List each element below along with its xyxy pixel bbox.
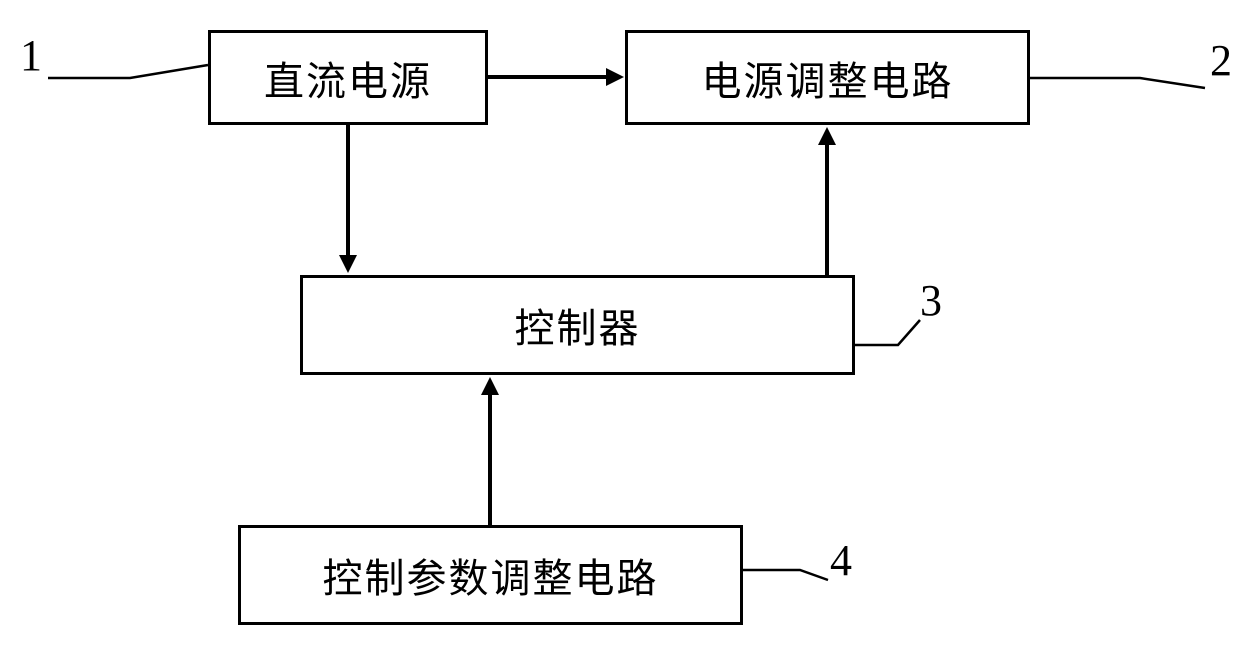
node-control-param-adjust-circuit: 控制参数调整电路 [238,525,743,625]
ref-label-1: 1 [20,30,42,81]
node-power-adjust-circuit: 电源调整电路 [625,30,1030,125]
node-controller: 控制器 [300,275,855,375]
arrow-n4-n3 [488,395,492,525]
node-label: 控制参数调整电路 [323,546,659,604]
arrow-n1-n3 [346,125,350,255]
arrow-n1-n2 [488,75,606,79]
ref-label-4: 4 [830,535,852,586]
arrow-head-right-icon [606,68,624,86]
arrow-head-up-icon [481,377,499,395]
node-label: 电源调整电路 [702,49,954,107]
node-label: 直流电源 [264,49,432,107]
ref-label-3: 3 [920,275,942,326]
ref-label-2: 2 [1210,35,1232,86]
arrow-head-down-icon [339,255,357,273]
arrow-n3-n2 [825,145,829,275]
node-label: 控制器 [515,296,641,354]
node-dc-power: 直流电源 [208,30,488,125]
arrow-head-up-icon [818,127,836,145]
